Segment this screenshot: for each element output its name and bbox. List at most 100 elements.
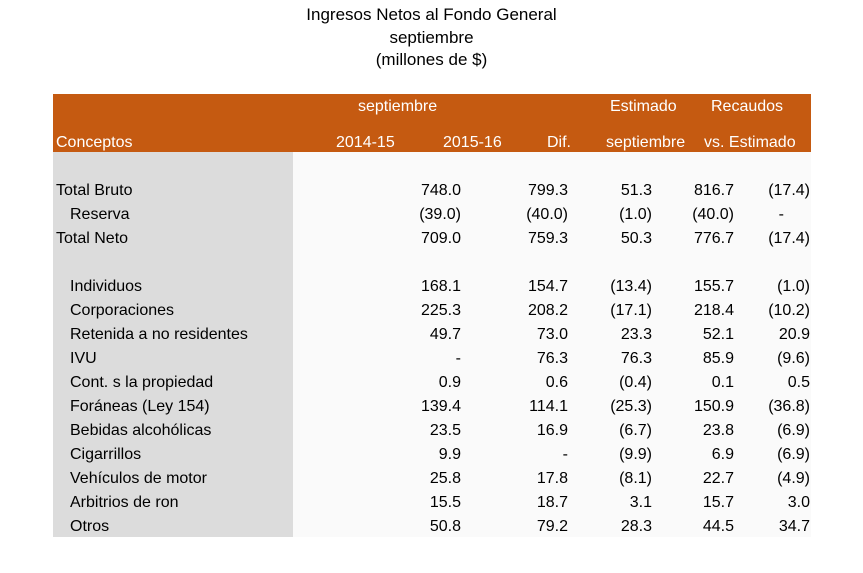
table-row: Otros 50.8 79.2 28.3 44.5 34.7: [53, 515, 811, 539]
value-dif: 76.3: [620, 350, 652, 367]
value-vs-estimado: (17.4): [768, 230, 810, 247]
value-2014-15: 709.0: [420, 230, 461, 247]
value-vs-estimado: 0.5: [787, 374, 810, 391]
header-vs-estimado: vs. Estimado: [704, 134, 796, 151]
row-label: Bebidas alcohólicas: [70, 422, 212, 439]
value-vs-estimado: (6.9): [777, 422, 810, 439]
row-label: Individuos: [70, 278, 143, 295]
values-column-bg: [293, 152, 811, 537]
header-period: septiembre: [358, 98, 438, 115]
value-2014-15: 49.7: [429, 326, 461, 343]
row-label: IVU: [70, 350, 97, 367]
row-label: Arbitrios de ron: [70, 494, 179, 511]
value-2015-16: 18.7: [536, 494, 568, 511]
value-2014-15: 225.3: [420, 302, 461, 319]
value-estimado: 85.9: [702, 350, 734, 367]
value-2015-16: 114.1: [529, 398, 568, 415]
value-vs-estimado: (9.6): [777, 350, 810, 367]
table-row: IVU - 76.3 76.3 85.9 (9.6): [53, 347, 811, 371]
value-estimado: (40.0): [692, 206, 734, 223]
table-row: Bebidas alcohólicas 23.5 16.9 (6.7) 23.8…: [53, 419, 811, 443]
row-label: Reserva: [70, 206, 130, 223]
value-dif: (1.0): [619, 206, 652, 223]
value-estimado: 44.5: [702, 518, 734, 535]
value-vs-estimado: 34.7: [778, 518, 810, 535]
value-2015-16: 79.2: [536, 518, 568, 535]
value-estimado: 15.7: [702, 494, 734, 511]
value-2014-15: -: [455, 350, 461, 367]
report-title: Ingresos Netos al Fondo General: [306, 5, 557, 24]
value-estimado: 155.7: [693, 278, 734, 295]
table-row: Total Neto 709.0 759.3 50.3 776.7 (17.4): [53, 227, 811, 251]
value-estimado: 22.7: [702, 470, 734, 487]
value-dif: 28.3: [620, 518, 652, 535]
header-dif: Dif.: [547, 134, 571, 151]
value-2014-15: 0.9: [438, 374, 461, 391]
concepts-column-bg: [53, 152, 293, 537]
row-label: Foráneas (Ley 154): [70, 398, 210, 415]
value-2014-15: (39.0): [419, 206, 461, 223]
row-label: Retenida a no residentes: [70, 326, 248, 343]
value-estimado: 0.1: [711, 374, 734, 391]
value-2015-16: -: [562, 446, 568, 463]
value-2015-16: 154.7: [527, 278, 568, 295]
value-2014-15: 23.5: [429, 422, 461, 439]
value-dif: (6.7): [619, 422, 652, 439]
value-estimado: 6.9: [711, 446, 734, 463]
table-row: Reserva (39.0) (40.0) (1.0) (40.0) -: [53, 203, 811, 227]
value-2014-15: 748.0: [420, 182, 461, 199]
value-dif: (8.1): [619, 470, 652, 487]
revenue-table: septiembre Estimado Recaudos Conceptos 2…: [53, 94, 811, 152]
value-vs-estimado: (4.9): [777, 470, 810, 487]
table-row: Cont. s la propiedad 0.9 0.6 (0.4) 0.1 0…: [53, 371, 811, 395]
value-dif: 50.3: [620, 230, 652, 247]
value-2014-15: 15.5: [429, 494, 461, 511]
row-label: Total Bruto: [56, 182, 133, 199]
value-vs-estimado: (17.4): [768, 182, 810, 199]
table-row: Vehículos de motor 25.8 17.8 (8.1) 22.7 …: [53, 467, 811, 491]
value-dif: (0.4): [619, 374, 652, 391]
table-row: Arbitrios de ron 15.5 18.7 3.1 15.7 3.0: [53, 491, 811, 515]
value-dif: (13.4): [610, 278, 652, 295]
report-period: septiembre: [389, 28, 474, 47]
row-label: Total Neto: [56, 230, 129, 247]
table-row: Total Bruto 748.0 799.3 51.3 816.7 (17.4…: [53, 179, 811, 203]
value-dif: (17.1): [610, 302, 652, 319]
value-dif: (9.9): [619, 446, 652, 463]
table-row: Corporaciones 225.3 208.2 (17.1) 218.4 (…: [53, 299, 811, 323]
value-vs-estimado: (36.8): [768, 398, 810, 415]
value-vs-estimado: -: [778, 206, 784, 223]
header-recaudos: Recaudos: [711, 98, 784, 115]
table-row: Retenida a no residentes 49.7 73.0 23.3 …: [53, 323, 811, 347]
value-2014-15: 50.8: [429, 518, 461, 535]
table-header: septiembre Estimado Recaudos Conceptos 2…: [53, 94, 811, 152]
value-2014-15: 9.9: [438, 446, 461, 463]
value-2015-16: 799.3: [527, 182, 568, 199]
value-dif: 51.3: [620, 182, 652, 199]
value-estimado: 150.9: [693, 398, 734, 415]
value-estimado: 52.1: [702, 326, 734, 343]
table-row: Individuos 168.1 154.7 (13.4) 155.7 (1.0…: [53, 275, 811, 299]
value-2014-15: 139.4: [420, 398, 461, 415]
value-estimado: 218.4: [693, 302, 734, 319]
value-vs-estimado: (10.2): [768, 302, 810, 319]
value-vs-estimado: (1.0): [777, 278, 810, 295]
value-dif: 23.3: [620, 326, 652, 343]
header-2015-16: 2015-16: [443, 134, 502, 151]
report-units: (millones de $): [375, 50, 488, 69]
table-row: Cigarrillos 9.9 - (9.9) 6.9 (6.9): [53, 443, 811, 467]
value-vs-estimado: 3.0: [787, 494, 810, 511]
table-row: Foráneas (Ley 154) 139.4 114.1 (25.3) 15…: [53, 395, 811, 419]
value-vs-estimado: (6.9): [777, 446, 810, 463]
value-estimado: 816.7: [693, 182, 734, 199]
value-2015-16: (40.0): [526, 206, 568, 223]
value-2014-15: 25.8: [429, 470, 461, 487]
value-2015-16: 759.3: [527, 230, 568, 247]
value-estimado: 776.7: [693, 230, 734, 247]
value-vs-estimado: 20.9: [778, 326, 810, 343]
value-2015-16: 76.3: [536, 350, 568, 367]
header-2014-15: 2014-15: [336, 134, 395, 151]
value-2015-16: 16.9: [536, 422, 568, 439]
value-2015-16: 0.6: [545, 374, 568, 391]
value-estimado: 23.8: [702, 422, 734, 439]
